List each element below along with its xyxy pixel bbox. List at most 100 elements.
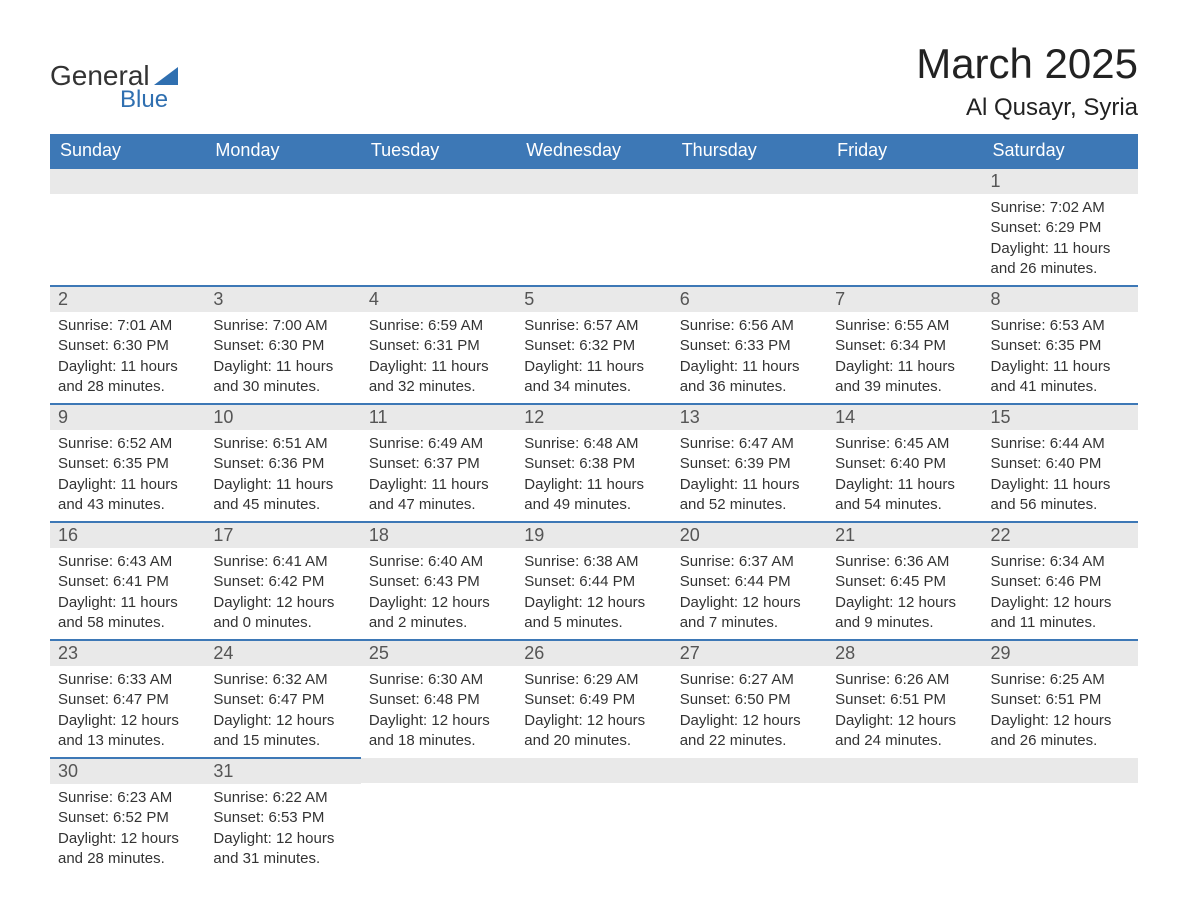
sunset-line: Sunset: 6:48 PM — [369, 690, 508, 710]
day-number: 4 — [361, 287, 516, 312]
calendar-day: 28Sunrise: 6:26 AMSunset: 6:51 PMDayligh… — [827, 640, 982, 758]
sunrise-line: Sunrise: 6:44 AM — [991, 434, 1130, 454]
calendar-day: 12Sunrise: 6:48 AMSunset: 6:38 PMDayligh… — [516, 404, 671, 522]
daylight-line: Daylight: 12 hours and 13 minutes. — [58, 711, 197, 752]
sunrise-line: Sunrise: 6:52 AM — [58, 434, 197, 454]
day-header: Friday — [827, 134, 982, 168]
day-body-empty — [983, 783, 1138, 843]
day-number-empty — [516, 758, 671, 783]
daylight-line: Daylight: 12 hours and 28 minutes. — [58, 829, 197, 870]
day-header: Sunday — [50, 134, 205, 168]
day-number: 13 — [672, 405, 827, 430]
day-number: 25 — [361, 641, 516, 666]
calendar-day: 29Sunrise: 6:25 AMSunset: 6:51 PMDayligh… — [983, 640, 1138, 758]
daylight-line: Daylight: 12 hours and 5 minutes. — [524, 593, 663, 634]
calendar-week: 30Sunrise: 6:23 AMSunset: 6:52 PMDayligh… — [50, 758, 1138, 875]
sunset-line: Sunset: 6:49 PM — [524, 690, 663, 710]
sunset-line: Sunset: 6:46 PM — [991, 572, 1130, 592]
calendar-day: 24Sunrise: 6:32 AMSunset: 6:47 PMDayligh… — [205, 640, 360, 758]
day-number: 18 — [361, 523, 516, 548]
calendar-day — [361, 168, 516, 286]
daylight-line: Daylight: 11 hours and 34 minutes. — [524, 357, 663, 398]
sunrise-line: Sunrise: 7:00 AM — [213, 316, 352, 336]
day-number-empty — [672, 169, 827, 194]
day-number: 27 — [672, 641, 827, 666]
sunrise-line: Sunrise: 6:25 AM — [991, 670, 1130, 690]
day-number: 14 — [827, 405, 982, 430]
sunset-line: Sunset: 6:53 PM — [213, 808, 352, 828]
calendar-day: 30Sunrise: 6:23 AMSunset: 6:52 PMDayligh… — [50, 758, 205, 875]
calendar-day: 19Sunrise: 6:38 AMSunset: 6:44 PMDayligh… — [516, 522, 671, 640]
day-body-empty — [516, 194, 671, 254]
day-details: Sunrise: 6:49 AMSunset: 6:37 PMDaylight:… — [361, 430, 516, 521]
calendar-day: 2Sunrise: 7:01 AMSunset: 6:30 PMDaylight… — [50, 286, 205, 404]
sunrise-line: Sunrise: 6:41 AM — [213, 552, 352, 572]
daylight-line: Daylight: 12 hours and 9 minutes. — [835, 593, 974, 634]
calendar-week: 23Sunrise: 6:33 AMSunset: 6:47 PMDayligh… — [50, 640, 1138, 758]
calendar-day: 17Sunrise: 6:41 AMSunset: 6:42 PMDayligh… — [205, 522, 360, 640]
daylight-line: Daylight: 12 hours and 31 minutes. — [213, 829, 352, 870]
day-details: Sunrise: 6:36 AMSunset: 6:45 PMDaylight:… — [827, 548, 982, 639]
day-number: 17 — [205, 523, 360, 548]
day-details: Sunrise: 6:37 AMSunset: 6:44 PMDaylight:… — [672, 548, 827, 639]
sunset-line: Sunset: 6:34 PM — [835, 336, 974, 356]
day-number: 1 — [983, 169, 1138, 194]
day-number: 9 — [50, 405, 205, 430]
day-number-empty — [827, 169, 982, 194]
day-number: 16 — [50, 523, 205, 548]
sunrise-line: Sunrise: 6:53 AM — [991, 316, 1130, 336]
day-number: 22 — [983, 523, 1138, 548]
day-body-empty — [516, 783, 671, 843]
sunset-line: Sunset: 6:44 PM — [680, 572, 819, 592]
sunset-line: Sunset: 6:45 PM — [835, 572, 974, 592]
calendar-day — [50, 168, 205, 286]
sunset-line: Sunset: 6:33 PM — [680, 336, 819, 356]
sunset-line: Sunset: 6:35 PM — [58, 454, 197, 474]
day-number: 15 — [983, 405, 1138, 430]
calendar-day: 3Sunrise: 7:00 AMSunset: 6:30 PMDaylight… — [205, 286, 360, 404]
day-details: Sunrise: 6:27 AMSunset: 6:50 PMDaylight:… — [672, 666, 827, 757]
calendar-day: 25Sunrise: 6:30 AMSunset: 6:48 PMDayligh… — [361, 640, 516, 758]
calendar-day — [672, 168, 827, 286]
calendar-day: 27Sunrise: 6:27 AMSunset: 6:50 PMDayligh… — [672, 640, 827, 758]
day-number-empty — [516, 169, 671, 194]
day-header: Monday — [205, 134, 360, 168]
day-number: 28 — [827, 641, 982, 666]
daylight-line: Daylight: 11 hours and 36 minutes. — [680, 357, 819, 398]
day-header: Saturday — [983, 134, 1138, 168]
sunrise-line: Sunrise: 6:27 AM — [680, 670, 819, 690]
sunset-line: Sunset: 6:35 PM — [991, 336, 1130, 356]
calendar-day: 1Sunrise: 7:02 AMSunset: 6:29 PMDaylight… — [983, 168, 1138, 286]
calendar-day — [827, 168, 982, 286]
day-details: Sunrise: 6:43 AMSunset: 6:41 PMDaylight:… — [50, 548, 205, 639]
day-details: Sunrise: 6:40 AMSunset: 6:43 PMDaylight:… — [361, 548, 516, 639]
sunset-line: Sunset: 6:30 PM — [58, 336, 197, 356]
day-body-empty — [50, 194, 205, 254]
sunrise-line: Sunrise: 6:34 AM — [991, 552, 1130, 572]
daylight-line: Daylight: 11 hours and 32 minutes. — [369, 357, 508, 398]
title-block: March 2025 Al Qusayr, Syria — [916, 40, 1138, 122]
sunset-line: Sunset: 6:31 PM — [369, 336, 508, 356]
day-details: Sunrise: 6:22 AMSunset: 6:53 PMDaylight:… — [205, 784, 360, 875]
sunrise-line: Sunrise: 6:47 AM — [680, 434, 819, 454]
sunset-line: Sunset: 6:40 PM — [991, 454, 1130, 474]
logo-triangle-icon — [154, 67, 178, 85]
daylight-line: Daylight: 11 hours and 58 minutes. — [58, 593, 197, 634]
sunrise-line: Sunrise: 6:40 AM — [369, 552, 508, 572]
day-number: 11 — [361, 405, 516, 430]
calendar-day: 5Sunrise: 6:57 AMSunset: 6:32 PMDaylight… — [516, 286, 671, 404]
calendar-day: 14Sunrise: 6:45 AMSunset: 6:40 PMDayligh… — [827, 404, 982, 522]
daylight-line: Daylight: 12 hours and 11 minutes. — [991, 593, 1130, 634]
day-details: Sunrise: 6:29 AMSunset: 6:49 PMDaylight:… — [516, 666, 671, 757]
calendar-day: 15Sunrise: 6:44 AMSunset: 6:40 PMDayligh… — [983, 404, 1138, 522]
day-details: Sunrise: 7:00 AMSunset: 6:30 PMDaylight:… — [205, 312, 360, 403]
sunrise-line: Sunrise: 6:30 AM — [369, 670, 508, 690]
day-details: Sunrise: 6:48 AMSunset: 6:38 PMDaylight:… — [516, 430, 671, 521]
sunset-line: Sunset: 6:51 PM — [991, 690, 1130, 710]
daylight-line: Daylight: 11 hours and 30 minutes. — [213, 357, 352, 398]
sunrise-line: Sunrise: 6:36 AM — [835, 552, 974, 572]
day-number-empty — [983, 758, 1138, 783]
logo-text-blue: Blue — [120, 86, 168, 114]
calendar-week: 9Sunrise: 6:52 AMSunset: 6:35 PMDaylight… — [50, 404, 1138, 522]
sunrise-line: Sunrise: 6:37 AM — [680, 552, 819, 572]
